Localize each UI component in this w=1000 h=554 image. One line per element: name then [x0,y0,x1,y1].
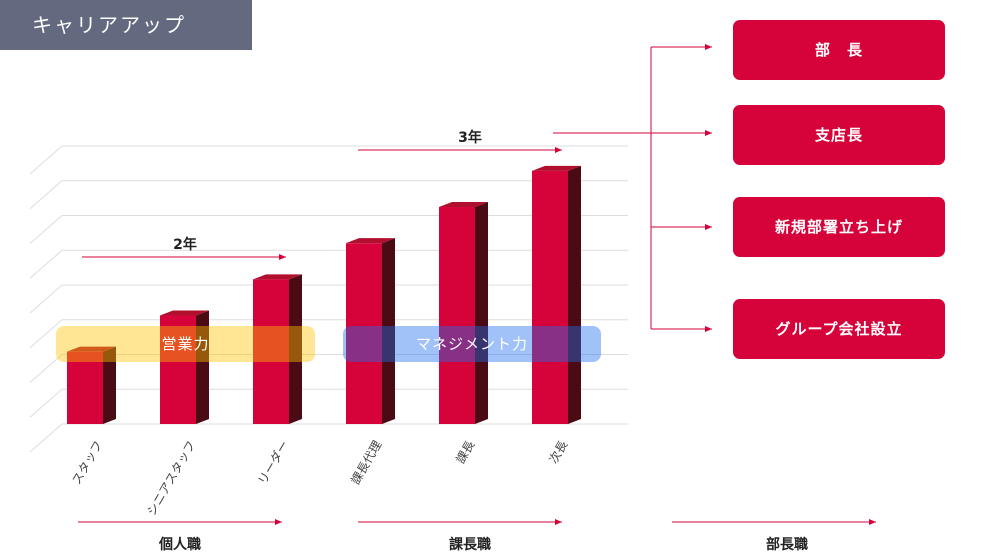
grid-diagonal [29,423,63,453]
grid-diagonal [29,284,63,314]
skill-band-sales: 営業力 [56,326,315,362]
bar [532,170,568,424]
bar-side [475,202,488,424]
tier-label-individual: 個人職 [159,537,201,553]
grid-diagonal [29,215,63,244]
destination-box-new-department: 新規部署立ち上げ [733,197,945,257]
chart-arrows [78,44,876,525]
bar [439,207,475,424]
grid-diagonal [29,145,63,175]
grid-diagonal [29,180,63,210]
bar-side [103,346,116,424]
grid-diagonal [29,249,63,279]
bar [346,243,382,424]
destination-box-shitencho: 支店長 [733,105,945,165]
bar-side [196,310,209,424]
duration-label-first: 2年 [173,237,197,253]
bar-top [439,202,488,208]
bar-side [382,238,395,424]
bar [67,351,103,424]
tier-label-section-manager: 課長職 [449,537,491,553]
bar [160,315,196,424]
bar-side [289,274,302,424]
tier-label-department-manager: 部長職 [766,537,808,553]
grid-diagonal [29,319,63,349]
bar [253,279,289,424]
bar-top [532,165,581,171]
destination-box-group-company: グループ会社設立 [733,299,945,359]
bar-side [568,165,581,425]
bar-top [253,274,302,280]
bar-top [67,346,116,352]
skill-band-management: マネジメント力 [343,326,601,362]
page-title: キャリアアップ [0,0,252,50]
duration-label-second: 3年 [458,130,482,146]
chart-bars [67,165,581,425]
grid-diagonal [29,354,63,383]
bar-top [346,238,395,244]
grid-diagonal [29,388,63,418]
bar-top [160,310,209,316]
destination-box-bucho: 部 長 [733,20,945,80]
